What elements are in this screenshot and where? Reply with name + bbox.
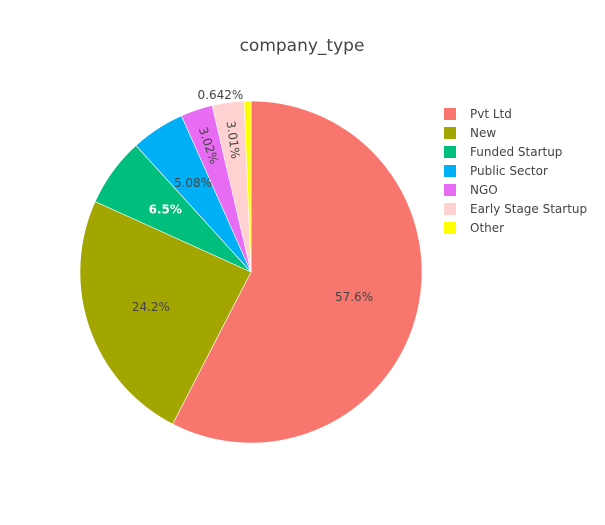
pie-slice-label-funded-startup: 6.5%	[149, 203, 182, 217]
legend: Pvt Ltd New Funded Startup Public Sector NGO…	[444, 107, 587, 235]
legend-label-other[interactable]: Other	[470, 221, 504, 235]
pie-slice-new[interactable]	[79, 201, 252, 425]
legend-swatch-new[interactable]	[444, 127, 456, 139]
legend-label-pvt-ltd[interactable]: Pvt Ltd	[470, 107, 512, 121]
pie-slice-label-public-sector: 5.08%	[174, 176, 212, 190]
chart-title: company_type	[240, 36, 365, 56]
legend-label-funded-startup[interactable]: Funded Startup	[470, 145, 562, 159]
legend-label-early-stage-startup[interactable]: Early Stage Startup	[470, 202, 587, 216]
pie-slice-label-pvt-ltd: 57.6%	[335, 290, 373, 304]
legend-swatch-other[interactable]	[444, 222, 456, 234]
legend-label-ngo[interactable]: NGO	[470, 183, 498, 197]
legend-swatch-pvt-ltd[interactable]	[444, 108, 456, 120]
pie-slices	[79, 100, 423, 444]
pie-slice-label-new: 24.2%	[132, 300, 170, 314]
legend-label-public-sector[interactable]: Public Sector	[470, 164, 548, 178]
legend-swatch-funded-startup[interactable]	[444, 146, 456, 158]
legend-swatch-public-sector[interactable]	[444, 165, 456, 177]
pie-slice-other[interactable]	[243, 100, 252, 273]
pie-slice-label-other: 0.642%	[198, 88, 244, 102]
pie-slice-label-early-stage-startup: 3.01%	[224, 120, 243, 160]
legend-label-new[interactable]: New	[470, 126, 496, 140]
legend-swatch-ngo[interactable]	[444, 184, 456, 196]
legend-swatch-early-stage-startup[interactable]	[444, 203, 456, 215]
pie-slice-pvt-ltd[interactable]	[172, 100, 423, 444]
